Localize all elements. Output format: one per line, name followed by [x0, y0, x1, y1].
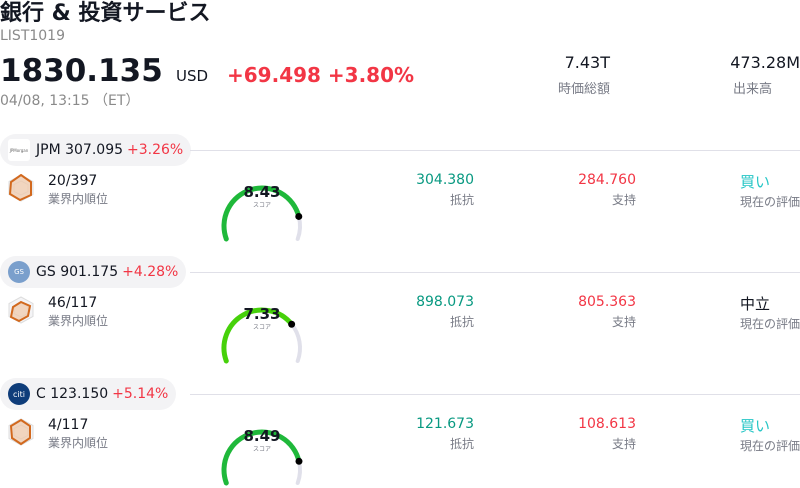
currency: USD	[176, 67, 209, 85]
goldman-sachs-logo: GS	[8, 261, 30, 283]
rating-value: 買い	[740, 417, 771, 435]
volume-label: 出来高	[732, 82, 772, 97]
gauge-track	[295, 459, 302, 485]
citi-logo: citi	[8, 383, 30, 405]
change-percent: +3.80%	[327, 63, 415, 87]
radar-chart-icon	[8, 174, 34, 202]
industry-rank: 20/397	[48, 173, 98, 189]
score-value: 7.33	[243, 305, 281, 323]
stock-change-pct: +4.28%	[122, 264, 179, 280]
divider	[190, 150, 800, 151]
industry-rank-label: 業界内順位	[48, 314, 109, 328]
stock-price: 901.175	[60, 264, 119, 280]
resistance-value: 898.073	[416, 294, 474, 310]
change-value: +69.498	[227, 63, 321, 87]
resistance-label: 抵抗	[449, 437, 474, 451]
page-title: 銀行 & 投資サービス	[0, 1, 211, 26]
ticker: GS	[36, 264, 56, 280]
gauge-track	[289, 322, 302, 363]
gauge-marker	[295, 212, 303, 220]
volume-value: 473.28M	[730, 53, 800, 72]
ticker: C	[36, 386, 46, 402]
stock-header-JPM[interactable]: JPMorgan JPM 307.095 +3.26%	[0, 134, 192, 166]
stock-price: 123.150	[50, 386, 109, 402]
market-cap-value: 7.43T	[564, 53, 610, 72]
support-value: 805.363	[578, 294, 636, 310]
price-change: +69.498 +3.80%	[227, 63, 414, 87]
stock-change-pct: +3.26%	[127, 142, 184, 158]
timestamp: 04/08, 13:15 （ET）	[0, 93, 140, 109]
industry-rank: 46/117	[48, 295, 98, 311]
industry-rank: 4/117	[48, 417, 89, 433]
stock-header-C[interactable]: citi C 123.150 +5.14%	[0, 378, 177, 410]
rating-value: 買い	[740, 173, 771, 191]
score-label: スコア	[252, 324, 271, 331]
gauge-marker	[295, 457, 303, 465]
rating-label: 現在の評価	[740, 439, 800, 453]
resistance-label: 抵抗	[449, 193, 474, 207]
support-value: 108.613	[578, 416, 636, 432]
score-value: 8.43	[243, 183, 281, 201]
stock-price: 307.095	[65, 142, 124, 158]
stock-change-pct: +5.14%	[112, 386, 169, 402]
rating-value: 中立	[740, 295, 771, 313]
support-value: 284.760	[578, 172, 636, 188]
rating-label: 現在の評価	[740, 195, 800, 209]
resistance-label: 抵抗	[449, 315, 474, 329]
radar-chart-icon	[8, 418, 34, 446]
resistance-value: 304.380	[416, 172, 474, 188]
industry-rank-label: 業界内順位	[48, 192, 109, 206]
score-value: 8.49	[243, 427, 281, 445]
industry-rank-label: 業界内順位	[48, 436, 109, 450]
index-price: 1830.135	[0, 53, 163, 89]
resistance-value: 121.673	[416, 416, 474, 432]
divider	[190, 394, 800, 395]
radar-chart-icon	[8, 296, 34, 324]
score-label: スコア	[252, 446, 271, 453]
list-id: LIST1019	[0, 28, 65, 44]
score-label: スコア	[252, 202, 271, 209]
market-cap-label: 時価総額	[557, 82, 610, 97]
divider	[190, 272, 800, 273]
ticker: JPM	[36, 142, 61, 158]
support-label: 支持	[611, 193, 636, 207]
jpm-logo: JPMorgan	[8, 139, 30, 161]
support-label: 支持	[611, 437, 636, 451]
stock-header-GS[interactable]: GS GS 901.175 +4.28%	[0, 256, 187, 288]
support-label: 支持	[611, 315, 636, 329]
gauge-track	[295, 214, 302, 241]
rating-label: 現在の評価	[740, 317, 800, 331]
